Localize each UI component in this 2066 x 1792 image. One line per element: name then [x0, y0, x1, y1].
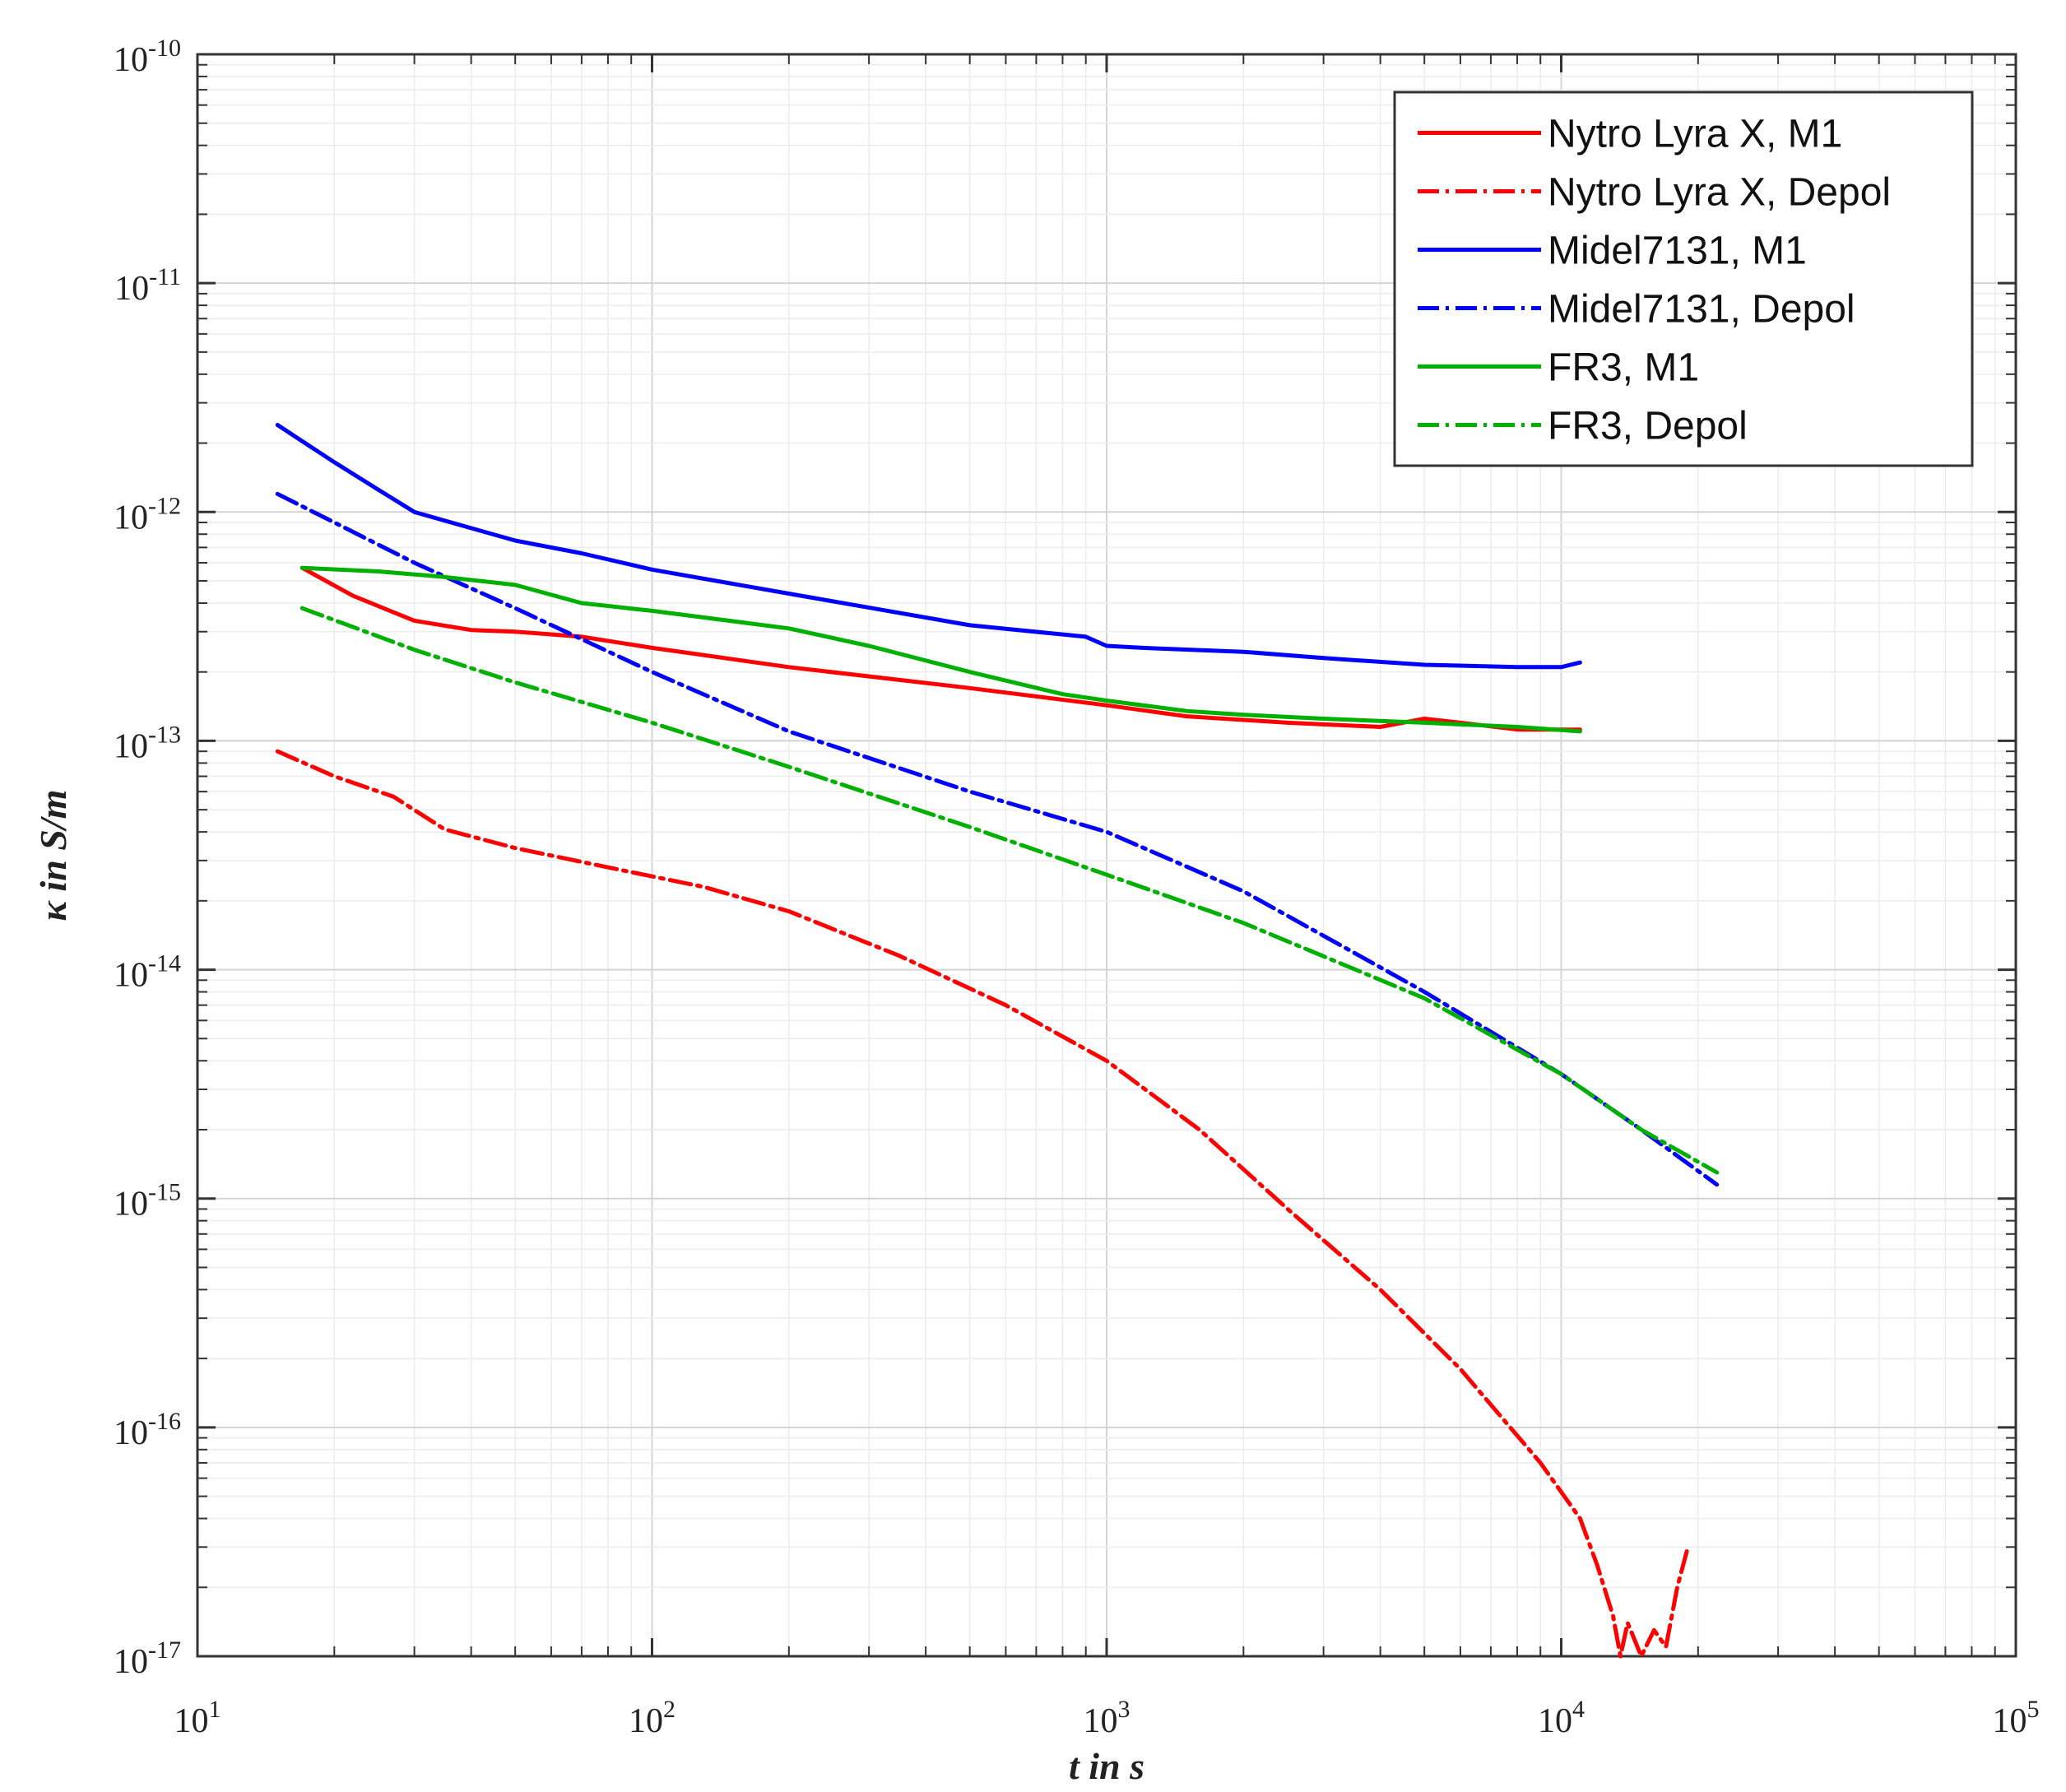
- y-tick-label: 10-13: [114, 721, 181, 765]
- x-axis-title: t in s: [1069, 1745, 1144, 1787]
- x-tick-label: 102: [629, 1696, 676, 1740]
- legend-label-4: Midel7131, Depol: [1548, 288, 1855, 332]
- legend-box: [1393, 91, 1974, 467]
- series-line-2: [275, 749, 1690, 1659]
- data-series: [275, 423, 1720, 1659]
- tick-labels: 101 102 103 104 105 10-10 10-11 10-12 10-13 10-14…: [114, 35, 2040, 1740]
- x-tick-label: 103: [1084, 1696, 1130, 1740]
- x-tick-label: 101: [174, 1696, 221, 1740]
- y-tick-label: 10-10: [114, 35, 181, 79]
- series-line-1: [299, 565, 1582, 732]
- y-tick-label: 10-17: [114, 1636, 181, 1681]
- x-tick-label: 104: [1538, 1696, 1585, 1740]
- y-tick-label: 10-15: [114, 1179, 181, 1223]
- series-line-3: [275, 423, 1582, 670]
- legend-label-3: Midel7131, M1: [1548, 230, 1807, 273]
- legend-label-1: Nytro Lyra X, M1: [1548, 113, 1842, 156]
- axes: [196, 53, 2017, 1658]
- series-line-6: [299, 606, 1720, 1175]
- x-tick-label: 105: [1993, 1696, 2040, 1740]
- legend: Nytro Lyra X, M1 Nytro Lyra X, Depol Midel…: [1393, 91, 1974, 467]
- y-axis-title: κ in S/m: [32, 790, 74, 922]
- y-tick-label: 10-12: [114, 492, 181, 536]
- legend-label-2: Nytro Lyra X, Depol: [1548, 171, 1891, 215]
- legend-label-6: FR3, Depol: [1548, 405, 1748, 448]
- y-tick-label: 10-16: [114, 1408, 181, 1452]
- legend-label-5: FR3, M1: [1548, 346, 1699, 390]
- y-tick-label: 10-14: [114, 950, 181, 995]
- y-tick-label: 10-11: [114, 263, 181, 308]
- series-line-5: [299, 565, 1582, 734]
